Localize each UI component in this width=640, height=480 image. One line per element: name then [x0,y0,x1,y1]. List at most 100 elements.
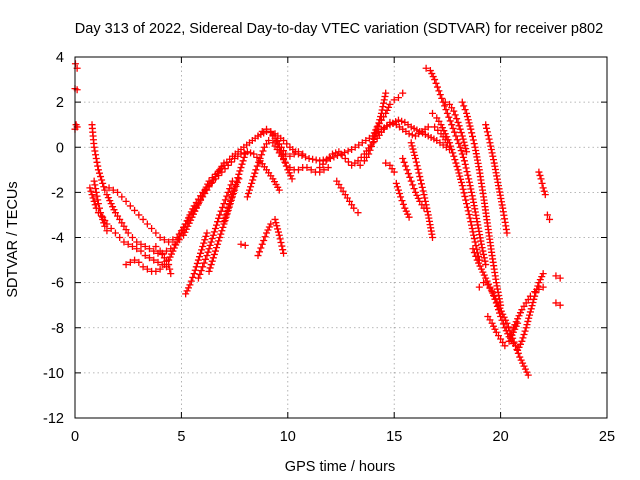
data-point [90,197,98,205]
data-point [148,224,156,232]
data-point [265,136,273,144]
data-point [257,244,265,252]
data-point [514,346,522,354]
data-point [169,247,177,255]
data-point [287,172,295,180]
data-point [437,121,445,129]
data-point [263,229,271,237]
data-point [281,158,289,166]
y-tick-label: -10 [43,366,64,382]
data-point [392,179,400,187]
data-point [319,160,327,168]
data-point [423,204,431,212]
data-point [417,176,425,184]
data-point [103,191,111,199]
data-point [137,247,145,255]
series-arc-03 [71,60,81,72]
data-point [462,145,470,153]
data-point [249,176,257,184]
data-point [103,227,111,235]
data-point [228,191,236,199]
data-point [206,241,214,249]
data-point [133,238,141,246]
data-point [471,238,479,246]
data-point [202,255,210,263]
data-point [355,141,363,149]
data-point [509,340,517,348]
y-tick-label: -6 [51,276,64,292]
series-arc-21 [333,177,362,217]
data-point [457,178,465,186]
series-arc-18 [254,220,275,260]
data-point [393,183,401,191]
data-point [263,125,271,133]
data-point [477,240,485,248]
data-point [325,153,333,161]
data-point [101,186,109,194]
data-point [491,295,499,303]
data-point [356,161,364,169]
data-point [415,169,423,177]
data-point [91,201,99,209]
data-point [184,214,192,222]
data-point [187,208,195,216]
data-point [91,181,99,189]
data-point [467,185,475,193]
data-point [94,166,102,174]
data-point [213,244,221,252]
data-point [405,213,413,221]
data-point [358,139,366,147]
data-point [269,132,277,140]
y-tick-label: -8 [51,321,64,337]
data-point [370,129,378,137]
data-point [92,155,100,163]
data-point [211,247,219,255]
data-point [466,122,474,130]
grid-lines [75,57,607,418]
data-point [235,170,243,178]
series-arc-36 [514,270,547,354]
data-point [335,148,343,156]
data-point [450,107,458,115]
data-point [507,334,515,342]
data-point [365,150,373,158]
data-point [400,158,408,166]
data-point [479,247,487,255]
data-point [365,134,373,142]
data-point [218,168,226,176]
data-point [124,240,132,248]
data-point [126,258,134,266]
data-point [458,182,466,190]
data-point [490,292,498,300]
data-point [398,117,406,125]
data-point [459,185,467,193]
data-point [298,152,306,160]
data-point [421,194,429,202]
data-point [382,89,390,97]
data-point [470,235,478,243]
data-point [459,153,467,161]
data-point [408,131,416,139]
data-point [286,152,294,160]
x-tick-label: 20 [493,429,509,445]
data-point [431,76,439,84]
data-point [141,252,149,260]
data-point [475,259,483,267]
data-point [177,229,185,237]
data-point [521,365,529,373]
data-point [516,340,524,348]
series-arc-25 [392,179,413,221]
data-point [187,277,195,285]
data-point [458,98,466,106]
data-point [90,177,98,185]
data-point [90,143,98,151]
data-point [386,100,394,108]
data-point [258,240,266,248]
data-point [449,149,457,157]
data-point [203,252,211,260]
data-point [382,159,390,167]
data-point [131,206,139,214]
data-point [348,146,356,154]
data-point [522,324,530,332]
data-point [180,223,188,231]
